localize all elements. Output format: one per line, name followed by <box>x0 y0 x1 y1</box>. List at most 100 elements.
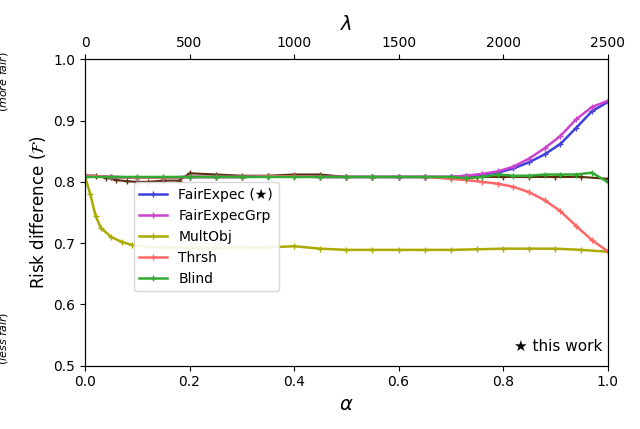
Thrsh <box>108 174 115 179</box>
FairExpec (★) <box>541 152 548 157</box>
MultObj <box>144 244 152 249</box>
Thrsh <box>463 178 470 183</box>
FairExpec (★) <box>509 166 517 171</box>
Blind <box>108 174 115 179</box>
Blind <box>395 174 403 179</box>
FairExpecGrp <box>557 133 564 139</box>
MultObj <box>97 225 104 230</box>
FairExpecGrp <box>541 145 548 151</box>
FairExpec (★) <box>159 175 167 180</box>
MultObj <box>447 247 454 252</box>
Thrsh <box>316 174 324 179</box>
FairExpec (★) <box>478 172 486 177</box>
FairExpecGrp <box>572 117 580 122</box>
MultObj <box>316 246 324 251</box>
FairExpecGrp <box>421 174 429 179</box>
FairExpecGrp <box>316 174 324 179</box>
FairExpecGrp <box>525 156 533 161</box>
FairExpec (★) <box>572 125 580 130</box>
MultObj <box>499 246 507 251</box>
Thrsh <box>186 174 193 179</box>
FairExpec (★) <box>186 174 193 179</box>
FairExpec (★) <box>316 174 324 179</box>
FairExpec (★) <box>290 174 298 179</box>
FairExpec (★) <box>463 173 470 178</box>
Blind <box>494 172 502 177</box>
Y-axis label: Risk difference ($\mathcal{F}$): Risk difference ($\mathcal{F}$) <box>28 136 48 289</box>
MultObj <box>421 247 429 252</box>
MultObj <box>118 239 125 245</box>
FairExpec (★) <box>494 170 502 175</box>
Line: Thrsh: Thrsh <box>82 172 611 254</box>
FairExpecGrp <box>290 174 298 179</box>
Thrsh <box>572 224 580 229</box>
MultObj <box>186 245 193 251</box>
FairExpec (★) <box>238 174 246 179</box>
Blind <box>238 174 246 179</box>
FairExpecGrp <box>81 173 89 178</box>
Blind <box>604 179 611 184</box>
FairExpecGrp <box>604 98 611 103</box>
FairExpec (★) <box>108 174 115 179</box>
Blind <box>525 173 533 178</box>
Thrsh <box>447 176 454 181</box>
Blind <box>342 174 350 179</box>
Blind <box>572 172 580 177</box>
Text: $(more\ fair)$: $(more\ fair)$ <box>0 51 10 112</box>
MultObj <box>395 247 403 252</box>
FairExpecGrp <box>134 175 141 180</box>
Blind <box>290 174 298 179</box>
Thrsh <box>395 174 403 179</box>
MultObj <box>473 247 481 252</box>
MultObj <box>525 246 533 251</box>
Thrsh <box>525 190 533 195</box>
FairExpec (★) <box>264 174 272 179</box>
Thrsh <box>238 174 246 179</box>
Thrsh <box>421 174 429 179</box>
FairExpec (★) <box>134 175 141 180</box>
FairExpec (★) <box>212 174 220 179</box>
FairExpec (★) <box>395 174 403 179</box>
MultObj <box>212 245 220 251</box>
MultObj <box>128 242 136 248</box>
Text: ★ this work: ★ this work <box>514 338 602 353</box>
Thrsh <box>134 175 141 180</box>
FairExpec (★) <box>342 174 350 179</box>
Line: Blind: Blind <box>82 169 611 185</box>
Thrsh <box>541 198 548 203</box>
Blind <box>186 174 193 179</box>
X-axis label: $\lambda$: $\lambda$ <box>340 15 353 34</box>
Blind <box>159 174 167 179</box>
FairExpec (★) <box>447 174 454 179</box>
FairExpecGrp <box>395 174 403 179</box>
FairExpec (★) <box>81 173 89 178</box>
MultObj <box>369 247 376 252</box>
Thrsh <box>478 179 486 184</box>
MultObj <box>577 247 585 252</box>
MultObj <box>238 245 246 250</box>
Thrsh <box>557 208 564 214</box>
FairExpec (★) <box>557 141 564 146</box>
FairExpecGrp <box>238 174 246 179</box>
Thrsh <box>342 174 350 179</box>
Blind <box>447 174 454 179</box>
Blind <box>588 170 596 175</box>
Blind <box>264 174 272 179</box>
Thrsh <box>588 238 596 243</box>
FairExpec (★) <box>369 174 376 179</box>
Blind <box>478 174 486 179</box>
Text: $(less\ fair)$: $(less\ fair)$ <box>0 311 10 365</box>
Thrsh <box>212 174 220 179</box>
Legend: FairExpec (★), FairExpecGrp, MultObj, Thrsh, Blind: FairExpec (★), FairExpecGrp, MultObj, Th… <box>134 182 278 291</box>
FairExpecGrp <box>447 174 454 179</box>
X-axis label: $\alpha$: $\alpha$ <box>339 395 353 414</box>
Blind <box>316 174 324 179</box>
Thrsh <box>604 248 611 254</box>
FairExpecGrp <box>186 174 193 179</box>
MultObj <box>86 191 94 196</box>
Blind <box>81 174 89 179</box>
FairExpecGrp <box>212 174 220 179</box>
Blind <box>369 174 376 179</box>
Blind <box>134 174 141 179</box>
FairExpec (★) <box>421 174 429 179</box>
